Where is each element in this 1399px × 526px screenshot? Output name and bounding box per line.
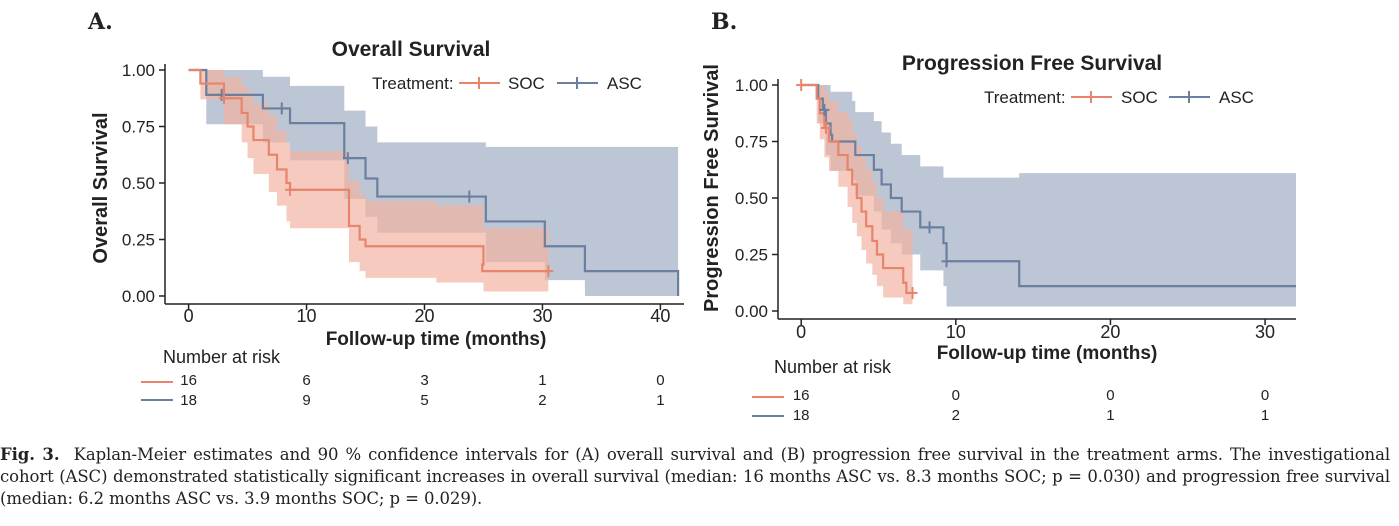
caption-fig-label: Fig. 3. — [0, 445, 60, 464]
risk-count-asc: 5 — [420, 392, 428, 409]
survival-line-soc — [188, 68, 549, 273]
panel-b-legend-soc: SOC — [1121, 88, 1158, 107]
risk-count-soc: 1 — [538, 372, 546, 389]
ci-band-asc — [801, 85, 1296, 307]
panel-a: A. Overall Survival 0.00 0.25 0.50 0.75 1.00… — [87, 9, 684, 409]
y-tick-label: 1.00 — [735, 76, 768, 95]
panel-b-legend: Treatment: SOC ASC — [984, 88, 1254, 107]
panel-a-label: A. — [87, 9, 113, 35]
panel-b-legend-title: Treatment: — [984, 88, 1066, 107]
y-tick-label: 0.00 — [122, 287, 155, 306]
panel-b-ylabel: Progression Free Survival — [701, 64, 723, 312]
survival-line-soc — [801, 83, 913, 295]
y-tick-label: 0.25 — [735, 246, 768, 265]
risk-count-asc: 1 — [1106, 407, 1114, 424]
panel-b-title: Progression Free Survival — [902, 52, 1162, 75]
y-tick-label: 1.00 — [122, 61, 155, 80]
y-tick-label: 0.25 — [122, 231, 155, 250]
panel-b-censor-marks — [796, 79, 952, 299]
risk-count-asc: 2 — [952, 407, 960, 424]
x-tick-label: 30 — [532, 306, 552, 326]
x-tick-label: 10 — [946, 322, 966, 342]
x-tick-label: 0 — [796, 322, 806, 342]
panel-b-axes: 0.00 0.25 0.50 0.75 1.00 0 10 20 30 — [735, 76, 1296, 342]
panel-a-legend: Treatment: SOC ASC — [372, 74, 642, 93]
risk-count-asc: 18 — [793, 407, 810, 424]
panel-a-ci-bands — [188, 70, 679, 296]
risk-count-asc: 18 — [180, 392, 197, 409]
risk-count-soc: 0 — [1261, 387, 1269, 404]
panel-a-xlabel: Follow-up time (months) — [326, 329, 547, 350]
ci-band-soc — [188, 70, 549, 292]
risk-count-asc: 2 — [538, 392, 546, 409]
panel-b-risk-title: Number at risk — [774, 357, 892, 377]
x-tick-label: 10 — [297, 306, 317, 326]
x-tick-label: 30 — [1255, 322, 1275, 342]
risk-count-soc: 3 — [420, 372, 428, 389]
panel-b-xlabel: Follow-up time (months) — [937, 343, 1158, 364]
risk-count-soc: 0 — [1106, 387, 1114, 404]
risk-count-asc: 1 — [656, 392, 664, 409]
y-tick-label: 0.00 — [735, 302, 768, 321]
risk-count-asc: 9 — [302, 392, 310, 409]
caption-text: Kaplan-Meier estimates and 90 % confiden… — [0, 445, 1391, 508]
panel-b-risk-counts: 16 0 0 0 18 2 1 1 — [793, 387, 1269, 424]
panel-a-ylabel: Overall Survival — [90, 112, 112, 263]
survival-line-asc — [188, 68, 680, 296]
y-tick-label: 0.50 — [735, 189, 768, 208]
panel-a-risk-title: Number at risk — [163, 347, 281, 367]
risk-count-soc: 16 — [180, 372, 197, 389]
y-tick-label: 0.75 — [122, 118, 155, 137]
y-tick-label: 0.75 — [735, 133, 768, 152]
x-tick-label: 20 — [414, 306, 434, 326]
panel-b: B. Progression Free Survival 0.00 0.25 0.5… — [701, 9, 1296, 424]
risk-count-soc: 0 — [656, 372, 664, 389]
panel-a-legend-soc: SOC — [508, 74, 545, 93]
figure-caption: Fig. 3. Kaplan-Meier estimates and 90 % … — [0, 444, 1390, 510]
panel-a-censor-marks — [216, 88, 554, 278]
km-figure-svg: A. Overall Survival 0.00 0.25 0.50 0.75 1.00… — [87, 9, 1296, 424]
x-tick-label: 40 — [650, 306, 670, 326]
ci-band-asc — [188, 70, 679, 296]
panel-a-title: Overall Survival — [332, 38, 491, 61]
panel-b-ci-bands — [801, 85, 1296, 307]
risk-count-asc: 1 — [1261, 407, 1269, 424]
risk-count-soc: 6 — [302, 372, 310, 389]
panel-a-risk-counts: 16 6 3 1 0 18 9 5 2 1 — [180, 372, 664, 409]
panel-a-survival-lines — [188, 68, 680, 296]
x-tick-label: 0 — [184, 306, 194, 326]
panel-a-risk-table: Number at risk 16 6 3 1 0 18 9 5 2 1 — [141, 347, 665, 409]
panel-b-label: B. — [711, 9, 737, 35]
risk-count-soc: 0 — [952, 387, 960, 404]
y-tick-label: 0.50 — [122, 174, 155, 193]
panel-a-axes: 0.00 0.25 0.50 0.75 1.00 0 10 20 30 40 — [122, 61, 684, 326]
panel-b-legend-asc: ASC — [1219, 88, 1254, 107]
panel-b-risk-table: Number at risk 16 0 0 0 18 2 1 1 — [752, 357, 1269, 424]
panel-a-legend-title: Treatment: — [372, 74, 454, 93]
panel-a-legend-asc: ASC — [607, 74, 642, 93]
risk-count-soc: 16 — [793, 387, 810, 404]
x-tick-label: 20 — [1100, 322, 1120, 342]
